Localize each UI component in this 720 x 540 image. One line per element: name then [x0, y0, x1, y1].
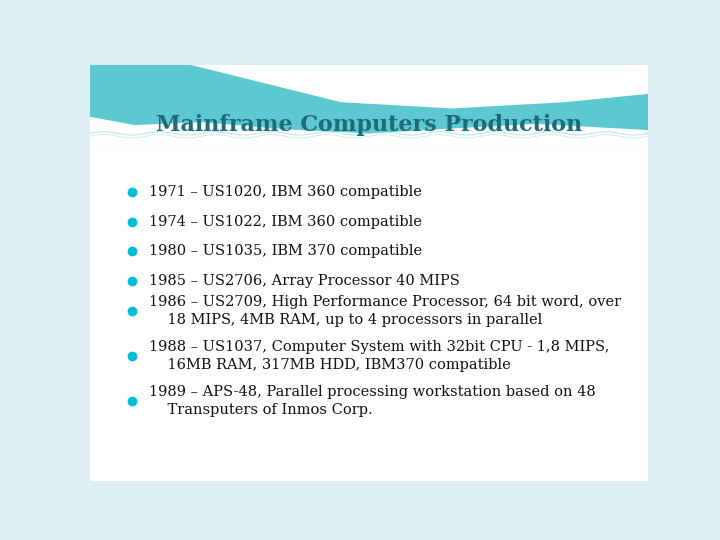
Text: Mainframe Computers Production: Mainframe Computers Production: [156, 114, 582, 136]
Polygon shape: [90, 65, 648, 148]
Text: 1985 – US2706, Array Processor 40 MIPS: 1985 – US2706, Array Processor 40 MIPS: [148, 274, 459, 288]
Text: 1986 – US2709, High Performance Processor, 64 bit word, over
    18 MIPS, 4MB RA: 1986 – US2709, High Performance Processo…: [148, 295, 621, 327]
Text: 1988 – US1037, Computer System with 32bit CPU - 1,8 MIPS,
    16MB RAM, 317MB HD: 1988 – US1037, Computer System with 32bi…: [148, 340, 609, 372]
Text: 1989 – APS-48, Parallel processing workstation based on 48
    Transputers of In: 1989 – APS-48, Parallel processing works…: [148, 385, 595, 417]
Polygon shape: [90, 126, 648, 141]
Polygon shape: [190, 65, 648, 109]
Polygon shape: [90, 148, 648, 481]
Polygon shape: [90, 117, 648, 148]
Text: 1971 – US1020, IBM 360 compatible: 1971 – US1020, IBM 360 compatible: [148, 185, 421, 199]
Text: 1974 – US1022, IBM 360 compatible: 1974 – US1022, IBM 360 compatible: [148, 214, 421, 228]
Text: 1980 – US1035, IBM 370 compatible: 1980 – US1035, IBM 370 compatible: [148, 245, 422, 259]
